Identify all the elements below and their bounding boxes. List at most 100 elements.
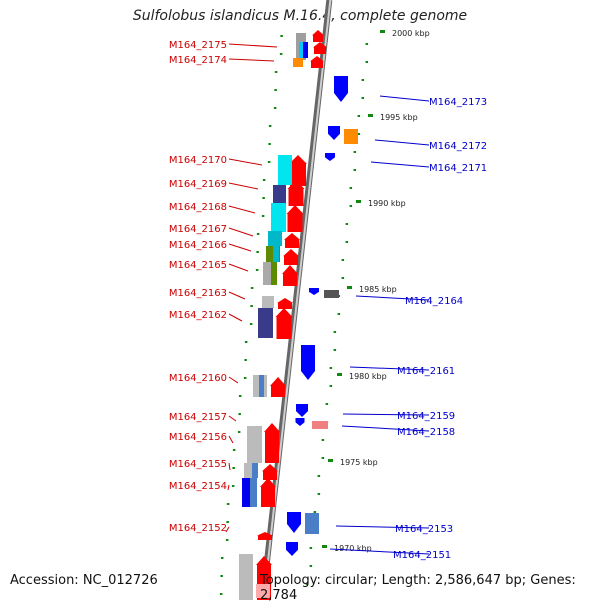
gc-tick-left [232, 467, 235, 469]
forward-gene [284, 233, 300, 248]
forward-gene [277, 298, 293, 309]
gc-tick-right [333, 331, 337, 333]
cog-box [278, 155, 292, 185]
leader-line-right [349, 366, 430, 371]
gc-tick-left [243, 377, 247, 379]
gc-tick-right [329, 385, 333, 387]
leader-line-left [228, 243, 252, 252]
gc-tick-left [220, 557, 224, 559]
cog-box [239, 554, 253, 600]
forward-gene [262, 464, 278, 480]
leader-line-left [228, 313, 243, 322]
scale-label: 1980 kbp [349, 372, 387, 381]
leader-line-left [225, 526, 230, 533]
gc-tick-left [268, 125, 272, 127]
scale-label: 1995 kbp [380, 113, 418, 122]
cog-box [271, 262, 277, 285]
gene-label-left: M164_2165 [169, 260, 227, 271]
leader-line-right [355, 295, 430, 301]
gc-tick-left [267, 161, 271, 163]
leader-line-right [370, 161, 430, 168]
gc-tick-right [309, 565, 313, 567]
gene-label-left: M164_2166 [169, 240, 227, 251]
cog-box [247, 426, 262, 463]
label-leaders [225, 43, 430, 555]
scale-tick [322, 545, 327, 548]
leader-line-left [228, 43, 278, 48]
forward-gene [287, 180, 305, 206]
leader-line-right [329, 548, 430, 555]
gc-tick-right [309, 547, 313, 549]
leader-line-left [228, 205, 256, 214]
map-title: Sulfolobus islandicus M.16.4, complete g… [132, 8, 468, 24]
leader-line-left [228, 415, 237, 422]
leader-line-left [228, 58, 275, 62]
gene-label-left: M164_2167 [169, 224, 227, 235]
gc-tick-right [345, 241, 349, 243]
forward-gene [313, 42, 327, 54]
gc-tick-left [250, 305, 253, 307]
accession-text: Accession: NC_012726 [10, 573, 158, 588]
gc-tick-right [353, 169, 357, 171]
gene-label-left: M164_2169 [169, 179, 227, 190]
cog-box [258, 308, 273, 338]
gene-label-right: M164_2171 [429, 163, 487, 174]
cog-box [312, 421, 328, 429]
cog-box [256, 584, 270, 598]
forward-gene [264, 423, 280, 463]
leader-line-left [228, 291, 246, 300]
reverse-gene [325, 153, 335, 161]
gc-tick-left [256, 251, 259, 253]
leader-line-left [228, 376, 239, 384]
gc-tick-right [341, 259, 345, 261]
gc-tick-left [279, 53, 283, 55]
gene-label-left: M164_2162 [169, 310, 227, 321]
cog-box [273, 185, 286, 203]
leader-line-right [335, 525, 430, 529]
forward-gene [310, 56, 324, 68]
cog-box [271, 203, 286, 232]
cog-box [250, 478, 257, 507]
gc-tick-left [262, 179, 266, 181]
gene-label-right: M164_2159 [397, 411, 455, 422]
cog-box [303, 42, 308, 58]
genome-summary: Topology: circular; Length: 2,586,647 bp… [260, 573, 576, 603]
gc-tick-right [361, 79, 365, 81]
gc-tick-left [244, 359, 247, 361]
gc-tick-right [357, 133, 361, 135]
gc-tick-left [232, 449, 236, 451]
reverse-gene [301, 345, 315, 380]
cog-box [305, 513, 319, 534]
gene-label-left: M164_2157 [169, 412, 227, 423]
gc-tick-left [225, 539, 229, 541]
leader-line-right [374, 139, 430, 146]
gc-tick-left [231, 485, 235, 487]
leader-line-left [228, 227, 254, 237]
scale-tick [328, 459, 333, 462]
gc-tick-left [219, 593, 223, 595]
forward-gene [275, 308, 293, 339]
gc-tick-right [353, 151, 357, 153]
gene-label-left: M164_2163 [169, 288, 227, 299]
gene-label-right: M164_2158 [397, 427, 455, 438]
cog-box [263, 262, 271, 285]
gc-tick-left [226, 521, 229, 523]
scale-label: 1970 kbp [334, 544, 372, 553]
gene-label-right: M164_2153 [395, 524, 453, 535]
gc-tick-right [349, 205, 353, 207]
reverse-gene [334, 76, 348, 102]
cog-box [344, 129, 358, 144]
gc-tick-right [365, 43, 369, 45]
leader-line-left [228, 462, 231, 471]
gc-tick-right [317, 493, 321, 495]
gc-tick-left [249, 323, 253, 325]
gc-tick-left [226, 503, 230, 505]
gc-tick-left [244, 341, 248, 343]
gc-tick-right [305, 583, 309, 585]
gc-tick-left [237, 431, 241, 433]
gene-label-left: M164_2170 [169, 155, 227, 166]
gc-tick-left [268, 143, 271, 145]
gc-tick-left [256, 233, 260, 235]
gc-tick-left [280, 35, 283, 37]
